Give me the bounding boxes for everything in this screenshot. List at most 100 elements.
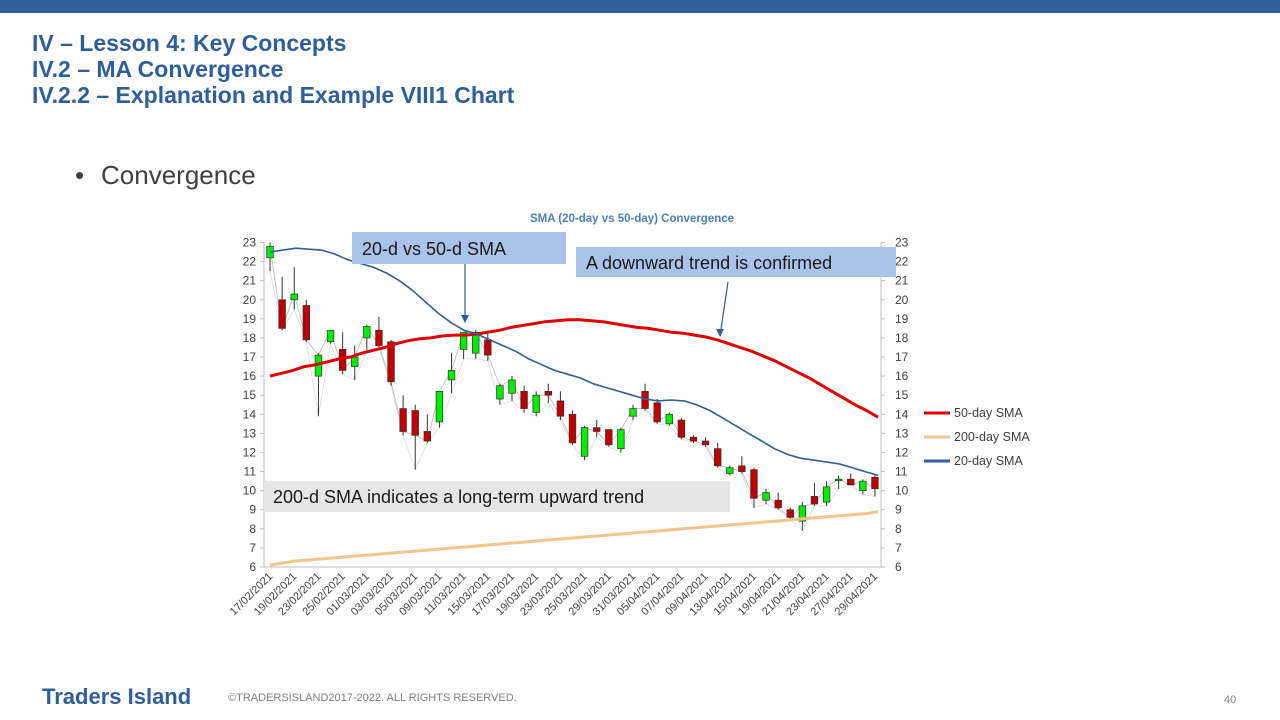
callout-box <box>352 232 566 264</box>
y-tick-label-left: 13 <box>243 426 257 440</box>
brand-logo-text: Traders Island <box>42 684 192 709</box>
callout-box <box>264 481 730 512</box>
candle-down <box>677 419 686 438</box>
candle-down <box>375 329 383 346</box>
y-tick-label-left: 11 <box>244 465 257 479</box>
title-line-1: IV – Lesson 4: Key Concepts <box>32 30 347 56</box>
candle-up <box>508 379 516 394</box>
y-tick-label-left: 8 <box>249 522 256 536</box>
candle-down <box>423 431 432 442</box>
y-tick-label-right: 14 <box>895 407 909 421</box>
candle-up <box>859 480 867 491</box>
y-tick-label-left: 21 <box>243 274 257 288</box>
candle-down <box>786 509 794 518</box>
y-tick-label-left: 14 <box>243 407 257 421</box>
callout-text: 20-d vs 50-d SMA <box>362 239 506 259</box>
candle-up <box>351 356 359 367</box>
y-tick-label-left: 7 <box>249 541 256 555</box>
callout-text: 200-d SMA indicates a long-term upward t… <box>273 487 644 507</box>
y-tick-label-left: 12 <box>243 445 257 459</box>
y-tick-label-left: 17 <box>243 350 257 364</box>
y-tick-label-right: 11 <box>895 465 908 479</box>
y-tick-label-left: 19 <box>243 312 257 326</box>
y-tick-label-right: 19 <box>895 312 909 326</box>
candle-up <box>435 391 444 423</box>
candle-up <box>762 492 770 501</box>
callout-2: A downward trend is confirmed <box>576 247 896 337</box>
candle-up <box>326 329 335 343</box>
callout-3: 200-d SMA indicates a long-term upward t… <box>264 481 730 512</box>
candle-up <box>447 370 456 381</box>
candle-up <box>629 408 637 417</box>
candle-up <box>496 385 504 400</box>
callout-arrowhead <box>716 329 724 337</box>
candle-up <box>798 505 807 522</box>
y-tick-label-right: 18 <box>895 331 909 345</box>
candle-up <box>580 427 589 457</box>
candle-down <box>399 408 407 432</box>
candle-down <box>750 469 758 499</box>
y-tick-label-right: 16 <box>895 369 909 383</box>
candle-up <box>290 293 298 301</box>
candle-down <box>871 476 879 490</box>
top-accent-bar <box>0 0 1280 13</box>
candle-up <box>532 394 540 413</box>
y-tick-label-left: 6 <box>249 560 256 574</box>
candle-up <box>363 326 371 339</box>
candle-down <box>774 499 782 509</box>
callout-text: A downward trend is confirmed <box>586 253 832 273</box>
callout-1: 20-d vs 50-d SMA <box>352 232 566 323</box>
y-tick-label-left: 20 <box>243 293 257 307</box>
y-tick-label-right: 23 <box>895 236 909 250</box>
y-tick-label-right: 20 <box>895 293 909 307</box>
y-tick-label-right: 10 <box>895 484 909 498</box>
y-tick-label-right: 22 <box>895 255 909 269</box>
y-tick-label-right: 12 <box>895 445 909 459</box>
callout-arrowhead <box>461 315 469 323</box>
candle-up <box>665 413 673 425</box>
bullet-text: Convergence <box>101 160 256 190</box>
candle-down <box>689 436 698 442</box>
candle-down <box>701 440 710 446</box>
candle-down <box>302 305 311 341</box>
copyright-text: ©TRADERSISLAND2017-2022. ALL RIGHTS RESE… <box>228 692 517 704</box>
y-tick-label-right: 17 <box>895 350 909 364</box>
candle-down <box>411 410 419 436</box>
candle-down <box>556 400 565 417</box>
candle-up <box>459 331 468 350</box>
200-day-sma-line <box>269 510 879 567</box>
candle-down <box>605 429 613 446</box>
legend-item: 50-day SMA <box>924 406 1023 420</box>
y-tick-label-right: 21 <box>895 274 909 288</box>
y-tick-label-right: 6 <box>895 560 902 574</box>
legend-label: 20-day SMA <box>954 454 1023 468</box>
candle-down <box>484 339 492 356</box>
y-tick-label-right: 7 <box>895 541 902 555</box>
50-day-sma-line <box>269 318 879 419</box>
close-price-line <box>269 246 876 518</box>
candle-down <box>738 465 746 472</box>
bullet-point: • Convergence <box>75 160 256 191</box>
candle-up <box>726 467 734 474</box>
y-tick-label-left: 22 <box>243 255 257 269</box>
candle-up <box>617 429 625 450</box>
candle-down <box>847 478 855 486</box>
candle-down <box>544 391 552 396</box>
y-tick-label-right: 15 <box>895 388 909 402</box>
candle-up <box>822 486 831 503</box>
y-tick-label-left: 16 <box>243 369 257 383</box>
y-tick-label-right: 13 <box>895 426 909 440</box>
candle-down <box>653 402 661 423</box>
callout-box <box>576 247 896 277</box>
candle-up <box>472 331 480 354</box>
candle-down <box>713 448 722 467</box>
candle-down <box>387 341 395 383</box>
candle-down <box>278 299 286 329</box>
y-tick-label-left: 15 <box>243 388 257 402</box>
chart-title: SMA (20-day vs 50-day) Convergence <box>530 213 734 225</box>
y-tick-label-left: 18 <box>243 331 257 345</box>
title-line-3: IV.2.2 – Explanation and Example VIII1 C… <box>32 82 515 108</box>
slide-title: IV – Lesson 4: Key Concepts IV.2 – MA Co… <box>32 30 514 108</box>
y-tick-label-left: 23 <box>243 236 257 250</box>
